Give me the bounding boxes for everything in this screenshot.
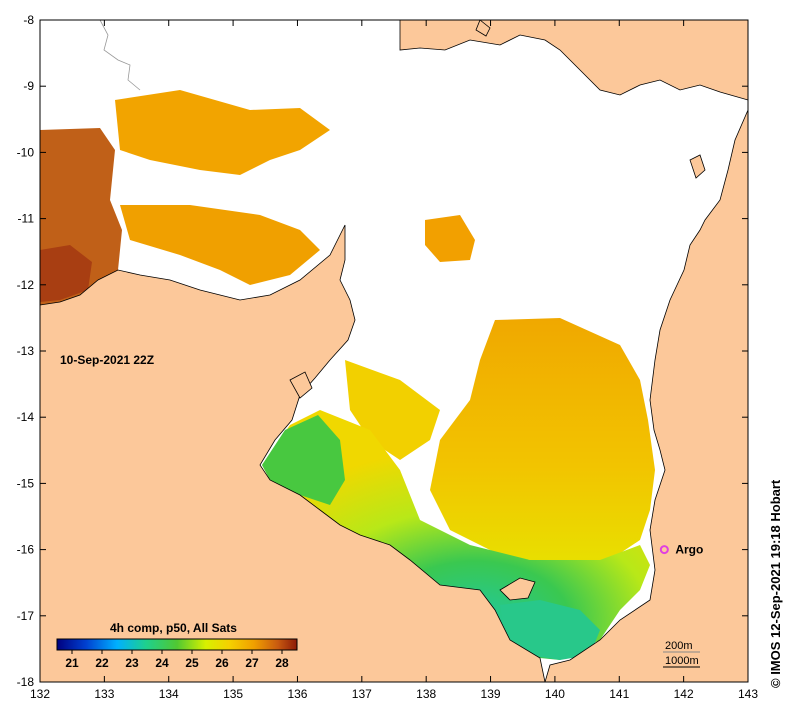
x-tick-label: 137	[352, 687, 372, 701]
x-tick-label: 141	[609, 687, 629, 701]
land	[39, 19, 749, 683]
colorbar-tick-label: 27	[245, 656, 259, 670]
x-axis-ticks: 132 133 134 135 136 137 138 139 140 141 142 143	[30, 20, 758, 701]
colorbar-tick-label: 24	[155, 656, 169, 670]
argo-marker: Argo	[659, 543, 703, 557]
sst-south-gulf	[262, 410, 650, 660]
imos-credit: © IMOS 12-Sep-2021 19:18 Hobart	[768, 479, 783, 688]
land-cape-york	[544, 109, 749, 683]
colorbar: 4h comp, p50, All Sats 21 22 23 24 25 26 27 28	[56, 621, 298, 670]
land-small-islands	[475, 19, 706, 179]
argo-float	[659, 545, 669, 555]
x-tick-label: 133	[94, 687, 114, 701]
y-tick-label: -13	[17, 344, 35, 358]
land-top-north	[399, 19, 749, 101]
y-tick-label: -12	[17, 278, 35, 292]
y-axis-ticks: -8 -9 -10 -11 -12 -13 -14 -15 -16 -17 -18	[17, 13, 748, 689]
contour-1000m-label: 1000m	[665, 655, 699, 667]
timestamp-label: 10-Sep-2021 22Z	[60, 353, 154, 367]
y-tick-label: -8	[23, 13, 34, 27]
contour-200m-label: 200m	[665, 640, 693, 652]
y-tick-label: -15	[17, 476, 35, 490]
colorbar-tick-label: 23	[125, 656, 139, 670]
sst-gulf-patches	[120, 205, 320, 285]
land-groote-island	[289, 371, 313, 399]
land-mornington-island	[499, 577, 536, 601]
sst-central-patch	[425, 215, 475, 262]
x-tick-label: 134	[159, 687, 179, 701]
argo-label: Argo	[675, 543, 703, 557]
y-tick-label: -16	[17, 543, 35, 557]
x-tick-label: 132	[30, 687, 50, 701]
png-coastline	[99, 19, 141, 91]
colorbar-tick-label: 21	[65, 656, 79, 670]
colorbar-title: 4h comp, p50, All Sats	[110, 621, 237, 635]
colorbar-tick-label: 28	[275, 656, 289, 670]
colorbar-ticks: 21 22 23 24 25 26 27 28	[65, 650, 289, 670]
x-tick-label: 139	[481, 687, 501, 701]
y-tick-label: -10	[17, 145, 35, 159]
sst-south-cool	[500, 600, 600, 660]
x-tick-label: 140	[545, 687, 565, 701]
contour-legend: 200m 1000m	[663, 640, 700, 668]
colorbar-tick-label: 22	[95, 656, 109, 670]
x-tick-label: 136	[287, 687, 307, 701]
sst-north-patches	[115, 90, 330, 175]
sst-field	[40, 90, 655, 660]
plot-area	[39, 19, 749, 683]
land-southwest	[39, 224, 546, 683]
y-tick-label: -14	[17, 410, 35, 424]
y-tick-label: -11	[18, 212, 35, 226]
x-tick-label: 138	[416, 687, 436, 701]
y-tick-label: -18	[17, 675, 35, 689]
x-tick-label: 143	[738, 687, 758, 701]
axes-frame: 132 133 134 135 136 137 138 139 140 141 142 143 -8-…	[17, 13, 759, 701]
sst-central-large	[430, 318, 655, 565]
sst-west-green	[262, 415, 345, 505]
sst-west-warm-core	[40, 245, 92, 302]
colorbar-tick-label: 25	[185, 656, 199, 670]
colorbar-tick-label: 26	[215, 656, 229, 670]
colorbar-gradient	[56, 638, 298, 651]
y-tick-label: -17	[17, 609, 35, 623]
x-tick-label: 135	[223, 687, 243, 701]
y-tick-label: -9	[23, 79, 34, 93]
x-tick-label: 142	[674, 687, 694, 701]
